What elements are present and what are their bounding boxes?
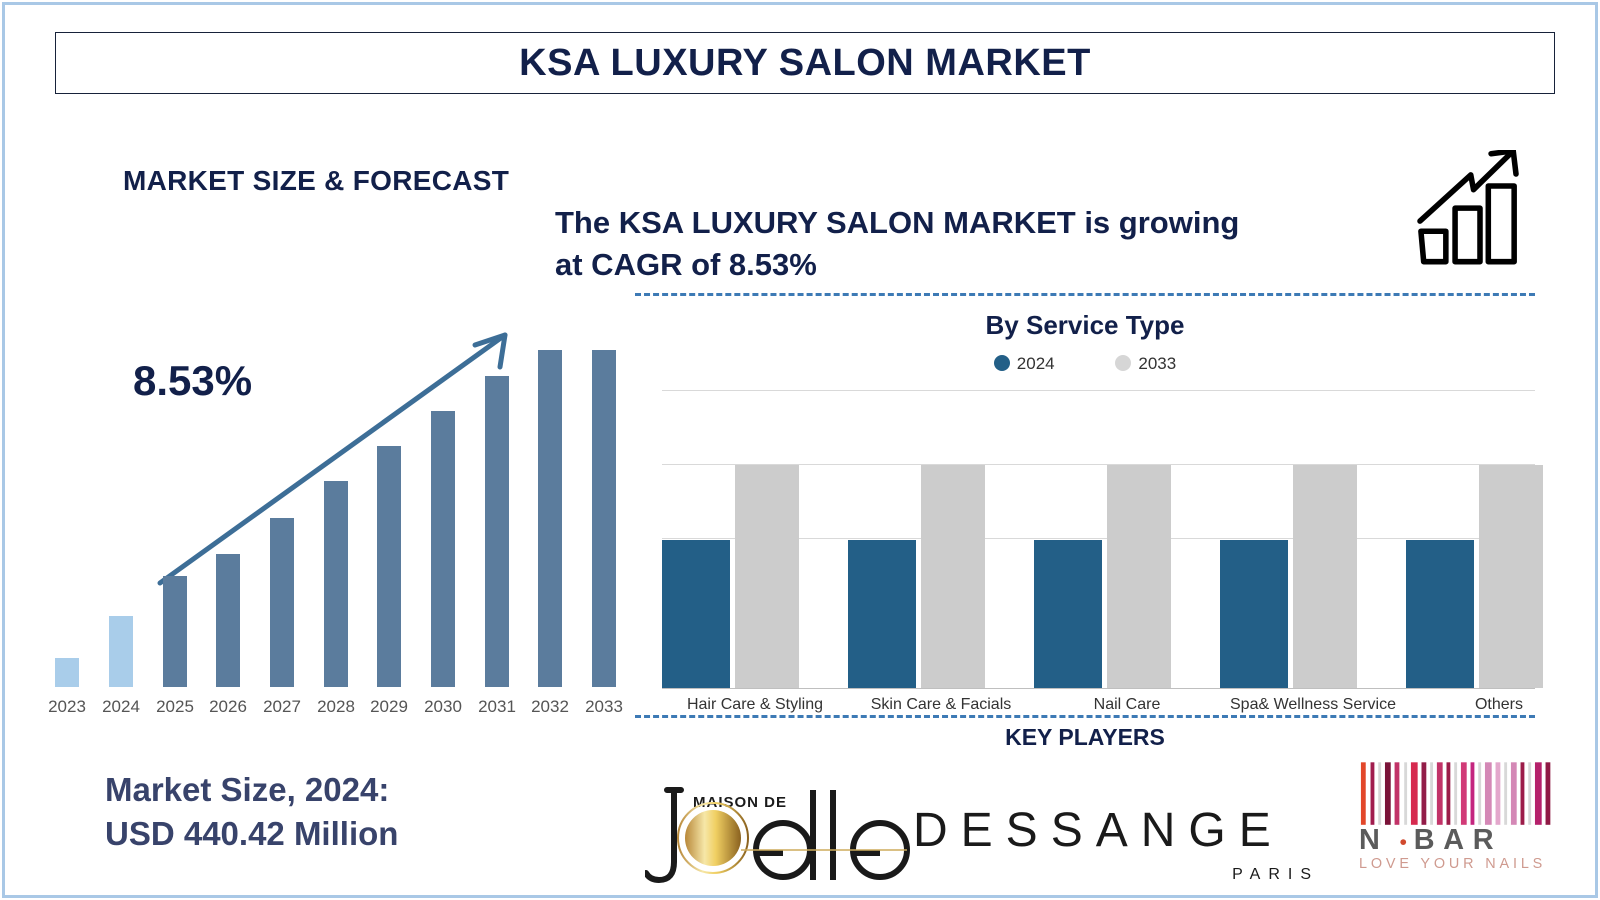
svg-text:LOVE YOUR NAILS: LOVE YOUR NAILS: [1359, 856, 1546, 872]
svg-text:BAR: BAR: [1414, 824, 1502, 856]
svg-text:N: N: [1359, 824, 1388, 856]
